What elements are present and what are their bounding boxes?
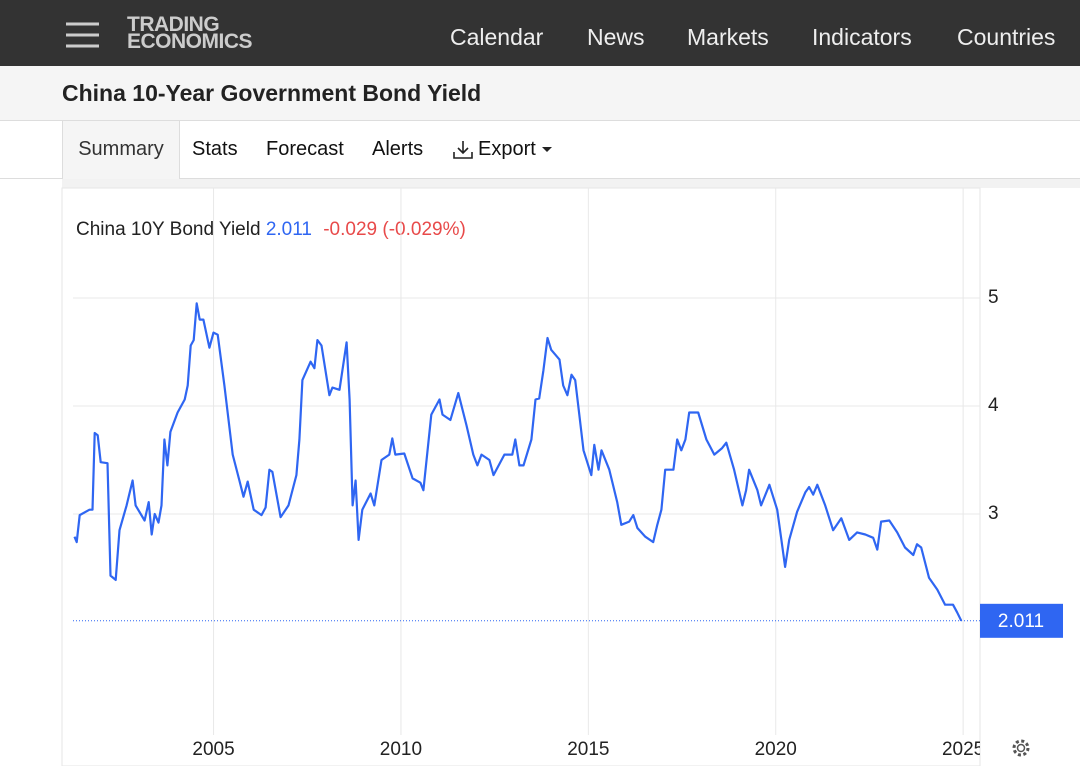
logo-line: TRADING (127, 13, 220, 36)
tab-bar: Summary Stats Forecast Alerts Export (0, 121, 1080, 179)
panel-top (62, 178, 1080, 188)
x-tick-label: 2015 (567, 739, 609, 760)
y-tick-label: 3 (988, 503, 999, 524)
legend: China 10Y Bond Yield 2.011 -0.029 (-0.02… (76, 219, 466, 240)
legend-change: -0.029 (323, 219, 377, 240)
tab[interactable]: Stats (192, 138, 238, 160)
x-tick-label: 2025 (942, 739, 984, 760)
x-tick-label: 2020 (755, 739, 797, 760)
x-tick-label: 2010 (380, 739, 422, 760)
legend-change-pct: (-0.029%) (382, 219, 465, 240)
plot-area: 2005 2010 2015 2020 2025 (73, 188, 984, 760)
nav-link[interactable]: Countries (957, 24, 1056, 50)
line-series (73, 302, 963, 622)
caret (542, 147, 552, 152)
download-icon (453, 141, 473, 159)
nav-link[interactable]: Markets (687, 24, 769, 50)
tab[interactable]: Alerts (372, 138, 424, 160)
nav-link[interactable]: Indicators (812, 24, 912, 50)
last-value-box (980, 603, 1063, 638)
plot-panel (61, 187, 981, 766)
menu-icon[interactable] (66, 22, 99, 48)
legend-name: China 10Y Bond Yield (76, 219, 261, 240)
nav-link[interactable]: Calendar (450, 24, 544, 50)
x-tick-label: 2005 (192, 739, 234, 760)
settings-icon[interactable] (1012, 739, 1030, 757)
y-tick-label: 5 (988, 287, 999, 308)
y-tick-label: 4 (988, 395, 999, 416)
tab[interactable]: Forecast (266, 138, 344, 160)
last-value-label: 2.011 (998, 611, 1044, 632)
top-nav: TRADING ECONOMICS Calendar News Markets I… (0, 0, 1080, 66)
legend-last: 2.011 (266, 219, 312, 240)
tab[interactable]: Summary (62, 121, 180, 179)
title-bar: China 10-Year Government Bond Yield (0, 66, 1080, 121)
logo-line: ECONOMICS (127, 30, 253, 53)
logo[interactable]: TRADING ECONOMICS (127, 13, 253, 53)
nav-link[interactable]: News (587, 24, 645, 50)
page-title: China 10-Year Government Bond Yield (62, 80, 482, 106)
tab[interactable]: Export (478, 138, 536, 160)
